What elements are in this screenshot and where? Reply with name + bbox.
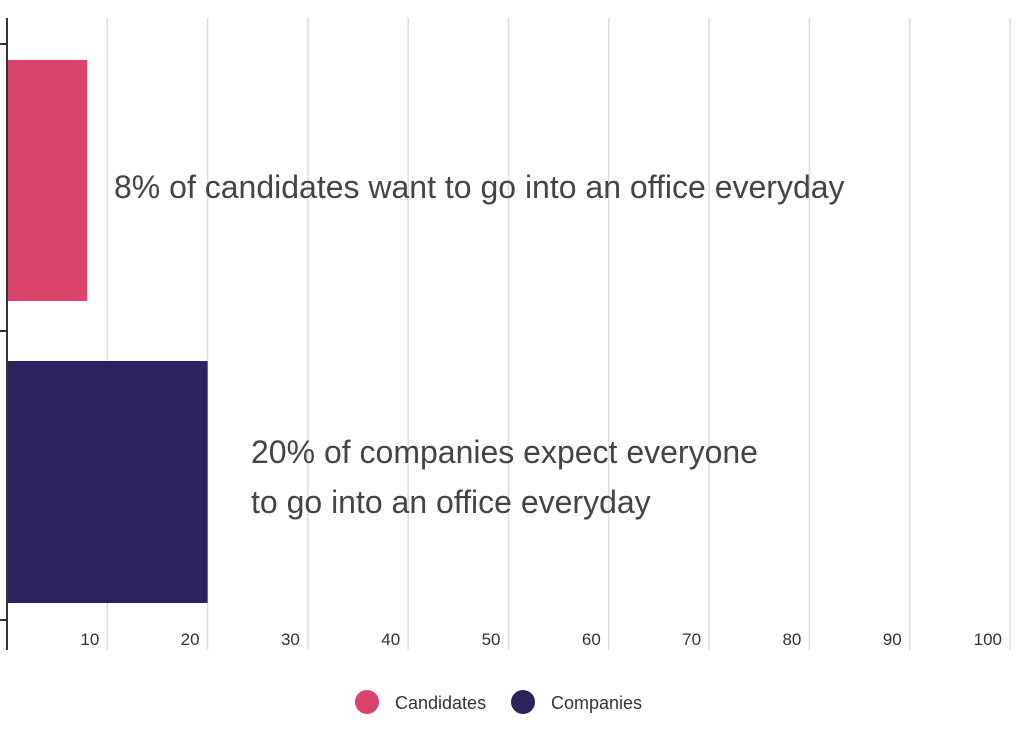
legend: Candidates Companies [355,690,642,714]
axes [0,18,8,650]
legend-swatch-companies [511,690,535,714]
x-tick-label: 30 [281,630,300,649]
bar-companies [7,361,208,603]
annotation-companies: 20% of companies expect everyone to go in… [251,434,758,520]
annotation-candidates: 8% of candidates want to go into an offi… [114,169,845,205]
x-tick-label: 100 [974,630,1002,649]
legend-label-candidates: Candidates [395,693,486,713]
x-tick-label: 50 [482,630,501,649]
x-tick-label: 40 [381,630,400,649]
x-tick-label: 70 [682,630,701,649]
x-tick-label: 20 [181,630,200,649]
x-tick-label: 90 [883,630,902,649]
bar-candidates [7,60,88,301]
x-tick-labels: 10 20 30 40 50 60 70 80 90 100 [80,630,1002,649]
x-tick-label: 80 [782,630,801,649]
annotations: 8% of candidates want to go into an offi… [114,169,845,520]
grid-lines [106,18,1011,650]
bars [7,60,208,603]
legend-label-companies: Companies [551,693,642,713]
x-tick-label: 60 [582,630,601,649]
legend-swatch-candidates [355,690,379,714]
x-tick-label: 10 [80,630,99,649]
